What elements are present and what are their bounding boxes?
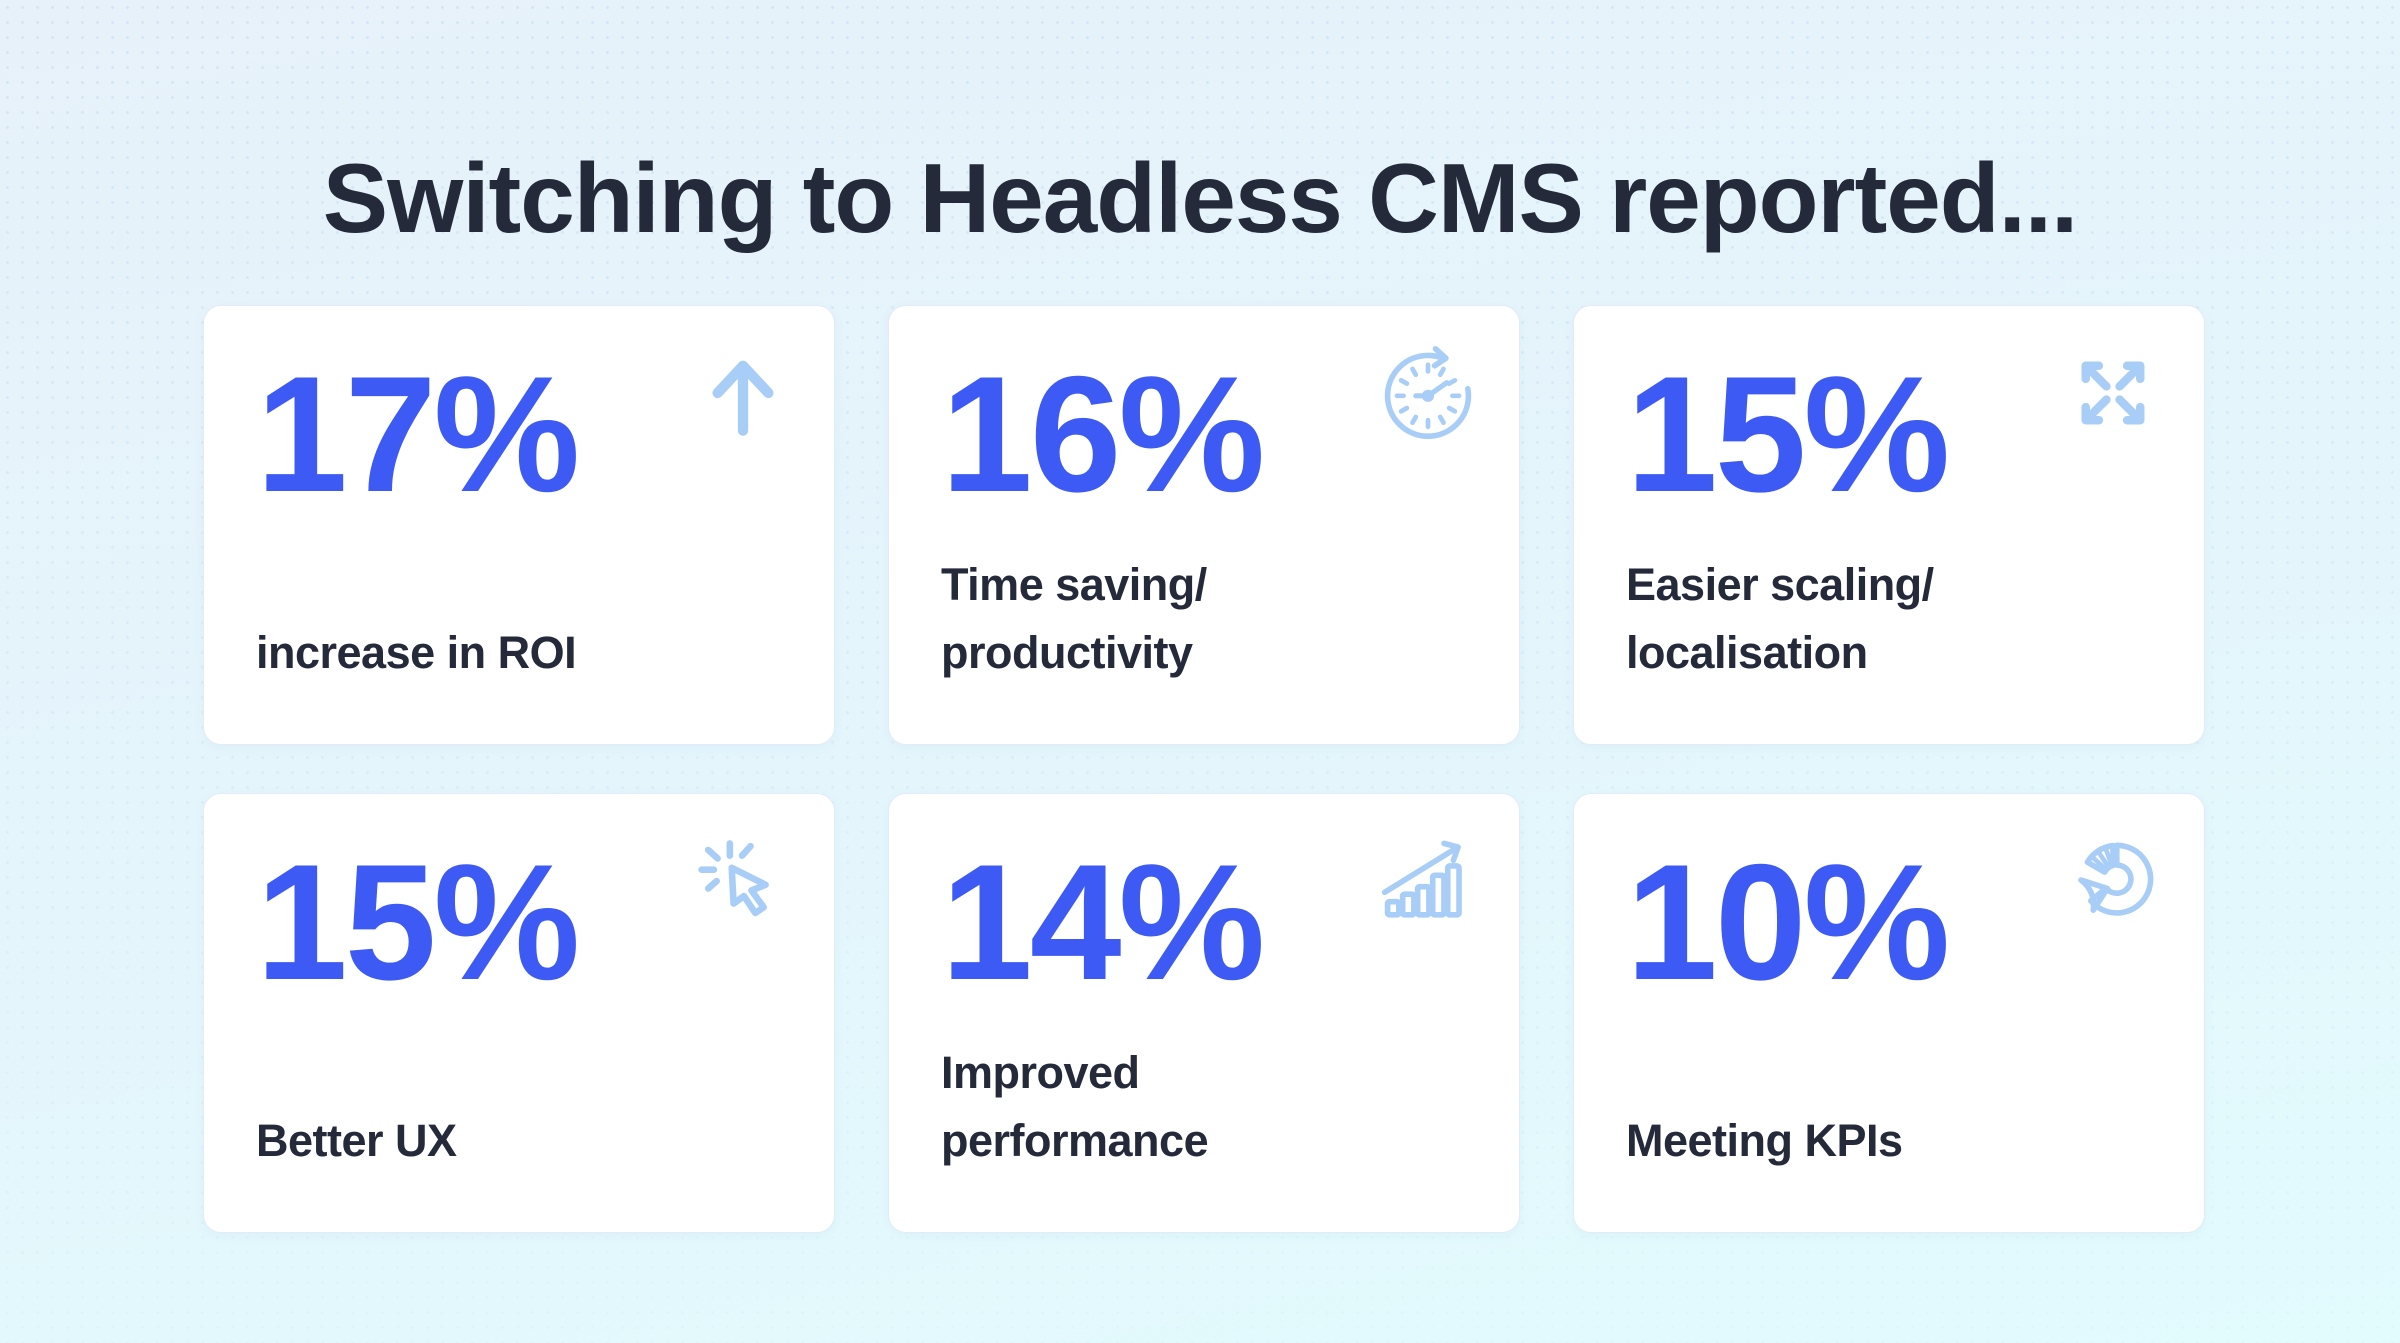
stat-label: Improved performance (941, 1047, 1209, 1166)
stat-value: 15% (1626, 342, 1950, 526)
stat-label: Meeting KPIs (1626, 1114, 1903, 1166)
stat-card-time-saving: 16% Time saving/ productivity (888, 305, 1520, 745)
stat-value: 15% (256, 830, 580, 1014)
stat-card-grid: 17% increase in ROI 16% (203, 305, 2205, 1233)
stat-card-scaling: 15% Easier scaling/ localisation (1573, 305, 2205, 745)
cursor-click-icon (696, 834, 790, 928)
stat-card-performance: 14% Improved performance (888, 793, 1520, 1233)
stat-label: Easier scaling/ localisation (1626, 559, 1934, 678)
stat-label: Time saving/ productivity (941, 559, 1207, 678)
stat-value: 16% (941, 342, 1265, 526)
expand-arrows-icon (2066, 346, 2160, 440)
bar-chart-growth-icon (1381, 834, 1475, 928)
time-saving-clock-icon (1381, 346, 1475, 440)
stat-label: increase in ROI (256, 626, 577, 678)
stat-card-kpi: 10% Meeting KPIs (1573, 793, 2205, 1233)
arrow-up-icon (696, 346, 790, 440)
stat-value: 14% (941, 830, 1265, 1014)
page-title: Switching to Headless CMS reported... (322, 142, 2079, 253)
stat-value: 10% (1626, 830, 1950, 1014)
stat-card-ux: 15% Better UX (203, 793, 835, 1233)
stat-value: 17% (256, 342, 580, 526)
stat-label: Better UX (256, 1114, 457, 1166)
donut-chart-icon (2066, 834, 2160, 928)
stat-card-roi: 17% increase in ROI (203, 305, 835, 745)
